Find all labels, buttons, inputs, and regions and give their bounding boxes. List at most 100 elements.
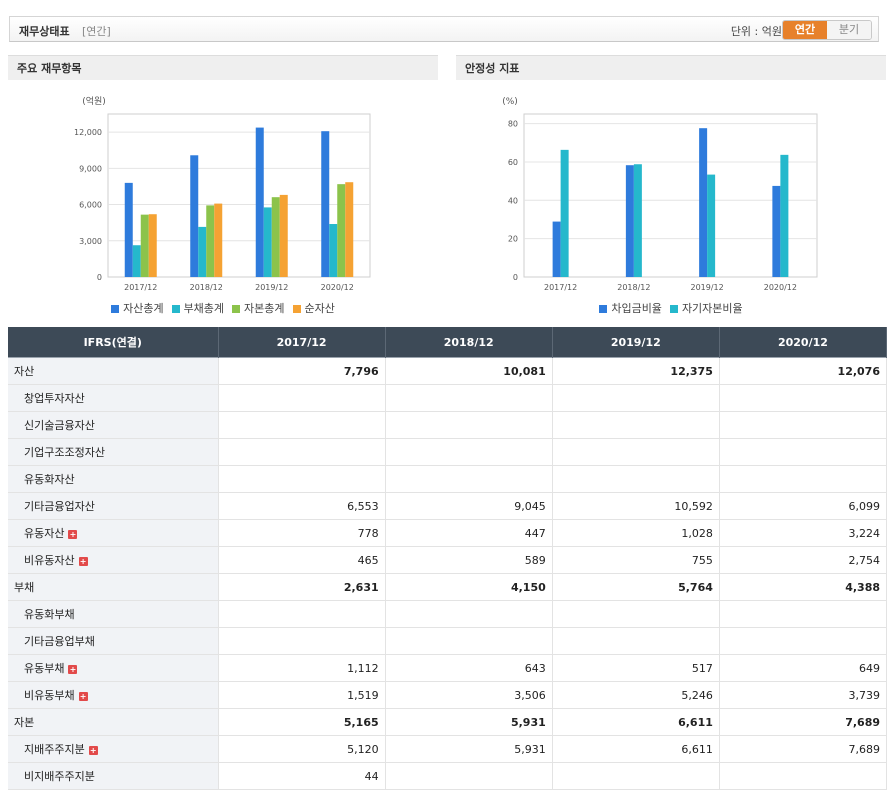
x-tick-label: 2017/12 [124,283,157,292]
bar[interactable] [345,182,354,277]
value-cell [719,438,888,466]
value-cell [218,411,386,439]
value-cell: 2,631 [218,573,386,601]
legend-swatch [669,305,678,313]
table-row: 유동화자산 [8,465,888,493]
annual-toggle-button[interactable]: 연간 [783,21,827,39]
legend-swatch [599,305,608,313]
legend-swatch [292,305,301,313]
row-label: 유동부채 + [8,654,219,682]
quarter-toggle-button[interactable]: 분기 [827,21,871,39]
bar[interactable] [699,128,708,277]
bar[interactable] [148,214,157,277]
bar[interactable] [337,184,346,277]
table-header-row: IFRS(연결) 2017/12 2018/12 2019/12 2020/12 [8,327,888,358]
bar[interactable] [190,155,199,277]
table-row: 유동화부채 [8,600,888,628]
value-cell: 6,553 [218,492,386,520]
value-cell: 4,150 [385,573,553,601]
row-label: 기타금융업자산 [8,492,219,520]
value-cell: 649 [719,654,888,682]
row-label-text: 유동화부채 [24,608,75,621]
y-tick-label: 6,000 [79,201,102,210]
value-cell: 643 [385,654,553,682]
bar[interactable] [255,127,264,277]
bar[interactable] [206,205,215,277]
bar[interactable] [552,221,561,277]
bar[interactable] [780,154,789,277]
value-cell [552,627,720,655]
legend-label: 순자산 [304,302,335,315]
bar[interactable] [321,131,330,277]
value-cell: 447 [385,519,553,547]
row-label: 비유동자산 + [8,546,219,574]
bar[interactable] [140,214,149,277]
table-row: 기타금융업부채 [8,627,888,655]
legend-item[interactable]: 자본총계 [232,300,285,316]
bar[interactable] [263,207,272,277]
value-cell [552,384,720,412]
bar[interactable] [560,149,569,277]
key-financials-panel: 주요 재무항목 0 3,000 6,000 9,000 12,000 (억원) 2017/1… [8,55,438,325]
row-label-text: 비유동부채 [24,689,75,702]
value-cell: 589 [385,546,553,574]
row-label: 기타금융업부채 [8,627,219,655]
table-row: 자산 7,796 10,081 12,375 12,076 [8,357,888,385]
bar[interactable] [772,185,781,277]
row-label: 유동화부채 [8,600,219,628]
x-tick-label: 2018/12 [617,283,650,292]
row-label: 자본 [8,708,219,736]
value-cell: 1,519 [218,681,386,709]
value-cell [719,384,888,412]
expand-plus-icon[interactable]: + [78,557,88,566]
bar[interactable] [271,197,280,277]
legend-label: 자기자본비율 [681,302,743,315]
bar[interactable] [633,164,642,277]
value-cell [218,384,386,412]
value-cell [385,600,553,628]
y-tick-label: 0 [97,273,102,282]
row-label: 유동화자산 [8,465,219,493]
row-label-text: 비지배주주지분 [24,770,95,783]
row-label-text: 유동자산 [24,527,65,540]
legend-swatch [171,305,180,313]
stability-panel: 안정성 지표 0 20 40 60 80 (%) 2017/12 2018/12 2019/12… [456,55,886,325]
value-cell: 9,045 [385,492,553,520]
expand-plus-icon[interactable]: + [68,665,78,674]
value-cell: 6,611 [552,735,720,763]
stability-title: 안정성 지표 [456,55,886,80]
y-tick-label: 40 [508,196,518,205]
bar[interactable] [329,224,338,277]
row-label-text: 기타금융업자산 [24,500,95,513]
legend-item[interactable]: 자산총계 [111,300,164,316]
value-cell: 465 [218,546,386,574]
bar[interactable] [214,203,223,277]
value-cell: 5,246 [552,681,720,709]
bar[interactable] [707,174,716,277]
table-row: 지배주주지분 +5,120 5,931 6,611 7,689 [8,735,888,763]
value-cell [218,600,386,628]
bar[interactable] [279,194,288,277]
bar[interactable] [132,245,141,277]
expand-plus-icon[interactable]: + [68,530,78,539]
expand-plus-icon[interactable]: + [78,692,88,701]
table-row: 비유동자산 +465 589 755 2,754 [8,546,888,574]
value-cell: 10,081 [385,357,553,385]
value-cell [719,762,888,790]
bar[interactable] [625,165,634,277]
legend-item[interactable]: 차입금비율 [599,300,662,316]
y-tick-label: 60 [508,158,518,167]
bar[interactable] [124,182,133,277]
legend-item[interactable]: 부채총계 [171,300,224,316]
value-cell [719,465,888,493]
key-financials-legend: 자산총계 부채총계 자본총계 순자산 [8,300,438,316]
value-cell [552,465,720,493]
value-cell: 517 [552,654,720,682]
legend-item[interactable]: 자기자본비율 [669,300,743,316]
x-tick-label: 2017/12 [544,283,577,292]
value-cell [385,627,553,655]
expand-plus-icon[interactable]: + [88,746,98,755]
value-cell: 44 [218,762,386,790]
legend-item[interactable]: 순자산 [292,300,335,316]
bar[interactable] [198,226,207,277]
